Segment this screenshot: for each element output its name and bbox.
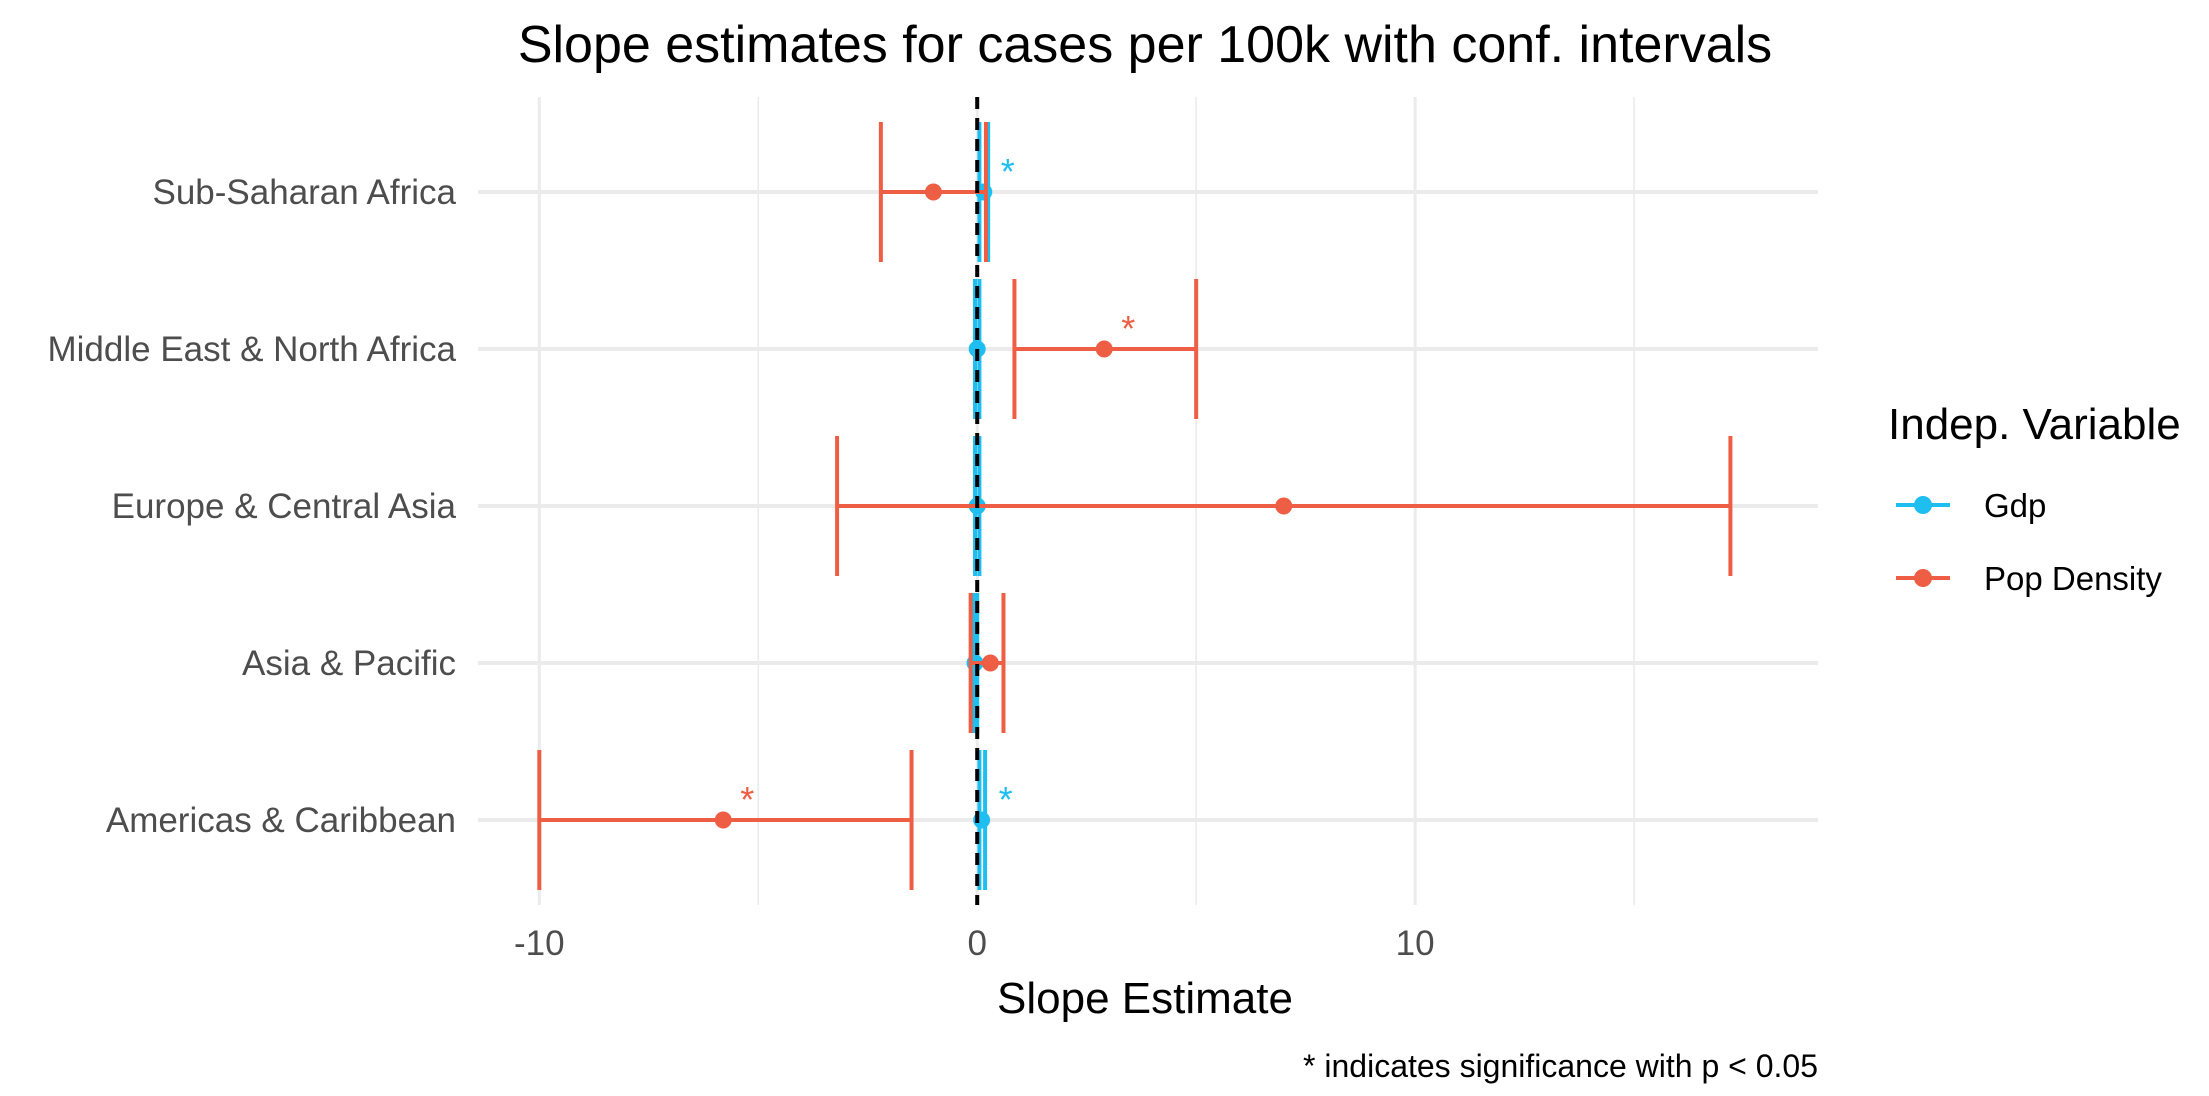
- chart-caption: * indicates significance with p < 0.05: [1303, 1048, 1818, 1084]
- x-tick-labels: -10 0 10: [514, 924, 1435, 963]
- significance-star: *: [1001, 151, 1015, 192]
- significance-star: *: [1121, 308, 1135, 349]
- legend-label: Pop Density: [1984, 560, 2162, 597]
- significance-markers: * * * *: [740, 151, 1135, 820]
- estimate-point: [924, 183, 942, 201]
- x-tick-label: -10: [514, 924, 565, 963]
- grid-lines: [478, 97, 1818, 905]
- estimate-point: [714, 811, 732, 829]
- y-tick-label: Sub-Saharan Africa: [152, 173, 456, 212]
- x-tick-label: 0: [967, 924, 986, 963]
- x-tick-label: 10: [1396, 924, 1435, 963]
- legend-title: Indep. Variable: [1888, 400, 2181, 449]
- y-tick-label: Middle East & North Africa: [48, 330, 457, 369]
- significance-star: *: [740, 779, 754, 820]
- legend-item: Pop Density: [1896, 560, 2162, 597]
- y-tick-labels: Sub-Saharan Africa Middle East & North Af…: [48, 173, 457, 840]
- legend: Indep. Variable Gdp Pop Density: [1888, 400, 2181, 597]
- legend-item: Gdp: [1896, 487, 2046, 524]
- series-marks: [537, 122, 1733, 890]
- estimate-point: [981, 654, 999, 672]
- y-tick-label: Europe & Central Asia: [112, 487, 457, 526]
- x-axis-label: Slope Estimate: [997, 974, 1293, 1023]
- y-tick-label: Americas & Caribbean: [106, 801, 456, 840]
- significance-star: *: [999, 779, 1013, 820]
- chart-title: Slope estimates for cases per 100k with …: [518, 16, 1772, 74]
- estimate-point: [1095, 340, 1113, 358]
- legend-key-point: [1914, 569, 1932, 587]
- estimate-point: [1275, 497, 1293, 515]
- y-tick-label: Asia & Pacific: [242, 644, 456, 683]
- series-pop-density: [537, 122, 1733, 890]
- legend-items: Gdp Pop Density: [1896, 487, 2162, 597]
- legend-key-point: [1914, 496, 1932, 514]
- legend-label: Gdp: [1984, 487, 2046, 524]
